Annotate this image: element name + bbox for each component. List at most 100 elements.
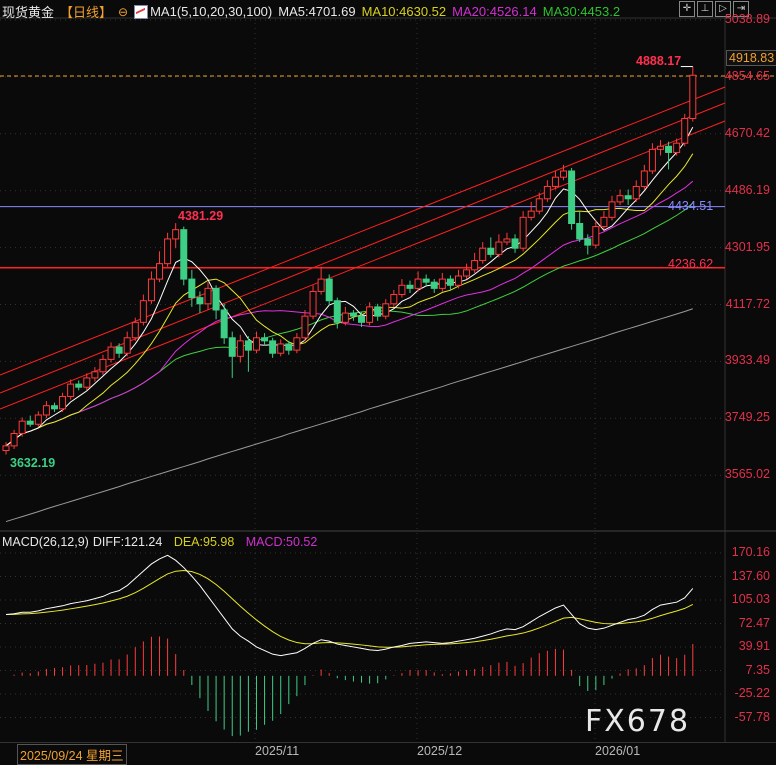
macd-tick-label: 39.91 [738, 639, 770, 653]
candle-up [479, 247, 487, 262]
candle-up [600, 216, 608, 228]
macd-dea-value: DEA:95.98 [173, 535, 235, 549]
candle-down [115, 346, 123, 354]
fx678-watermark: FX678 [585, 704, 691, 739]
candle-up [67, 383, 75, 397]
candle-up [252, 337, 260, 351]
ma10-value: MA10:4630.52 [361, 4, 447, 19]
candle-up [608, 201, 616, 218]
support-level-red-label: 4236.62 [668, 257, 714, 271]
date-tick-2026-01: 2026/01 [595, 744, 641, 758]
play-icon[interactable]: ▷ [715, 1, 731, 17]
candle-up [632, 185, 640, 200]
candle-up [293, 337, 301, 351]
price-tick-label: 3749.25 [724, 410, 770, 425]
candle-down [220, 309, 228, 339]
candle-up [527, 210, 535, 218]
candle-up [131, 321, 139, 339]
candle-down [584, 238, 592, 246]
crosshair-icon[interactable]: ✛ [679, 1, 695, 17]
candle-up [689, 74, 697, 119]
candle-up [640, 170, 648, 187]
candle-up [139, 300, 147, 323]
recent-high-label: 4888.17 [636, 54, 682, 68]
candle-down [568, 170, 576, 225]
macd-tick-label: 7.35 [745, 662, 770, 677]
date-axis: 2025/09/24 星期三 2025/11 2025/12 2026/01 [0, 742, 776, 765]
settings-circle-icon[interactable]: ⊖ [118, 4, 129, 19]
ma100-line [5, 308, 693, 523]
candle-up [83, 377, 91, 388]
candle-up [147, 278, 155, 302]
ma-params[interactable]: MA1(5,10,20,30,100) [150, 4, 273, 19]
october-high-label: 4381.29 [178, 209, 224, 223]
candle-down [358, 315, 366, 323]
candle-down [188, 278, 196, 299]
cursor-date-label: 2025/09/24 星期三 [17, 744, 127, 765]
macd-tick-label: -57.78 [734, 709, 770, 724]
candle-down [244, 340, 252, 351]
candle-up [503, 238, 511, 243]
candle-up [616, 195, 624, 203]
macd-diff-value: DIFF:121.24 [92, 535, 163, 549]
candle-up [236, 340, 244, 357]
price-tick-label: 3565.02 [724, 467, 770, 482]
macd-histogram-value: MACD:50.52 [245, 535, 318, 549]
ma20-line [5, 180, 694, 447]
candle-up [204, 287, 212, 305]
candle-down [624, 195, 632, 200]
price-tick-label: 4486.19 [724, 182, 770, 197]
price-tick-label: 5038.89 [724, 12, 770, 26]
candle-up [2, 445, 10, 452]
period-selector[interactable]: 【日线】 [60, 5, 113, 20]
candle-down [487, 247, 495, 255]
candle-down [349, 312, 357, 317]
trend-channel-line [0, 86, 726, 376]
candle-up [495, 241, 503, 255]
trend-channel-line [0, 120, 726, 410]
candle-up [560, 170, 568, 178]
chart-toolbar: ✛ ⊥ ▷ ⇥ [679, 1, 749, 17]
current-price-label: 4918.83 [726, 50, 776, 66]
candle-down [26, 420, 34, 425]
candle-down [285, 343, 293, 351]
candle-up [277, 343, 285, 354]
candle-up [164, 238, 172, 265]
macd-tick-label: 105.03 [731, 592, 770, 606]
candle-down [430, 281, 438, 289]
candle-up [382, 303, 390, 317]
candle-up [301, 315, 309, 339]
candle-up [535, 198, 543, 212]
step-forward-icon[interactable]: ⇥ [733, 1, 749, 17]
start-low-label: 3632.19 [10, 456, 56, 470]
macd-params[interactable]: MACD(26,12,9) [2, 535, 89, 549]
support-level-blue-label: 4434.51 [668, 199, 714, 213]
candle-up [438, 278, 446, 289]
candle-down [261, 337, 269, 342]
price-tick-label: 4854.65 [724, 68, 770, 83]
ma-indicator-icon[interactable] [134, 4, 149, 19]
candle-up [414, 278, 422, 289]
candle-down [50, 405, 58, 410]
price-tick-label: 4670.42 [724, 125, 770, 140]
candle-up [59, 395, 67, 410]
candle-down [406, 284, 414, 289]
macd-tick-label: -25.22 [734, 686, 770, 700]
candle-up [592, 226, 600, 246]
candle-down [665, 145, 673, 153]
trend-channel-line [0, 102, 726, 394]
candle-down [180, 229, 188, 280]
candle-up [34, 414, 42, 425]
candle-up [123, 337, 131, 354]
candle-down [333, 300, 341, 323]
zoom-range-icon[interactable]: ⊥ [697, 1, 713, 17]
candle-up [471, 260, 479, 271]
diff-line [5, 554, 694, 657]
candle-up [317, 278, 325, 292]
candle-up [107, 346, 115, 360]
candle-down [75, 383, 83, 388]
ma5-value: MA5:4701.69 [278, 4, 356, 19]
candle-up [551, 176, 559, 187]
candle-down [511, 238, 519, 249]
